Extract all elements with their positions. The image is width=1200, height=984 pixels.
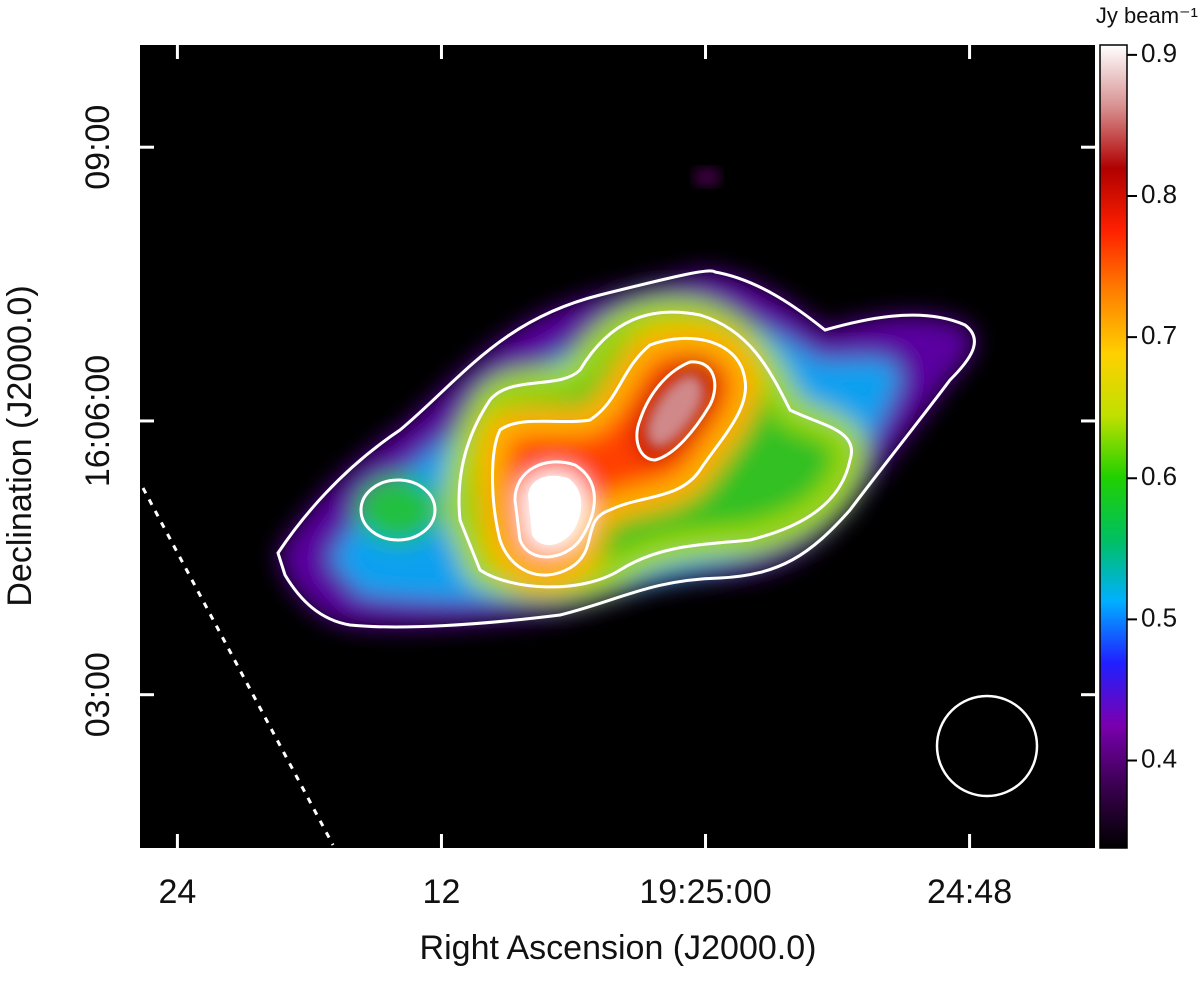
- peak: [528, 475, 582, 546]
- x-tick-label: 19:25:00: [639, 873, 771, 911]
- beam: [935, 694, 1039, 798]
- boundary-line: [141, 487, 335, 846]
- colorbar-tick-label: 0.4: [1141, 743, 1177, 773]
- colorbar-tick-label: 0.7: [1141, 320, 1177, 350]
- faint-source: [693, 167, 721, 187]
- colorbar-tick-label: 0.8: [1141, 179, 1177, 209]
- y-tick-label: 16:06:00: [79, 355, 117, 487]
- emission-map: [141, 167, 1039, 846]
- x-tick-label: 12: [423, 873, 461, 911]
- colorbar: [1099, 44, 1128, 849]
- x-tick-label: 24: [158, 873, 196, 911]
- y-tick-label: 03:00: [79, 652, 117, 737]
- colorbar-label: Jy beam⁻¹: [1096, 3, 1198, 28]
- x-axis-label: Right Ascension (J2000.0): [420, 929, 817, 967]
- colorbar-tick-label: 0.5: [1141, 602, 1177, 632]
- contours: [276, 269, 976, 629]
- y-axis-label: Declination (J2000.0): [1, 285, 39, 606]
- colorbar-tick-label: 0.6: [1141, 461, 1177, 491]
- peak: [646, 374, 705, 448]
- x-tick-label: 24:48: [927, 873, 1012, 911]
- y-tick-label: 09:00: [79, 105, 117, 190]
- colorbar-tick-label: 0.9: [1141, 38, 1177, 68]
